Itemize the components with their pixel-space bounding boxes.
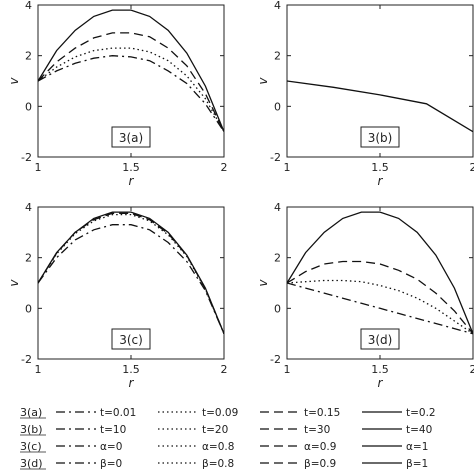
- legend-row-tag: 3(b): [20, 423, 43, 436]
- y-tick-label: 0: [274, 302, 281, 315]
- series-line: [38, 212, 224, 334]
- legend-label: t=0.01: [100, 407, 136, 419]
- panel-label-box: [360, 328, 400, 350]
- x-axis-label: r: [378, 376, 384, 390]
- x-tick-label: 1: [35, 363, 42, 376]
- y-tick-label: 4: [274, 201, 281, 214]
- x-tick-label: 1.5: [371, 161, 389, 174]
- panel-label: 3(a): [119, 131, 143, 145]
- series-line: [38, 9, 224, 132]
- y-tick-label: -2: [21, 353, 32, 366]
- x-tick-label: 2: [470, 363, 474, 376]
- panel-4: 4 2 0 -21 1.5 2 r v 3(d): [256, 201, 474, 390]
- y-tick-label: 4: [25, 201, 32, 214]
- series-line: [287, 282, 473, 335]
- y-axis-label: v: [7, 279, 21, 287]
- series-line: [38, 211, 224, 334]
- series-group: [38, 211, 224, 334]
- legend-label: β=1: [406, 458, 428, 470]
- x-axis-label: r: [378, 174, 384, 188]
- series-line: [38, 224, 224, 334]
- series-line: [38, 47, 224, 133]
- y-tick-label: 4: [25, 0, 32, 12]
- y-tick-label: 2: [274, 252, 281, 265]
- panel-label: 3(d): [368, 333, 393, 347]
- legend-label: β=0.8: [202, 458, 234, 470]
- y-axis-label: v: [256, 279, 270, 287]
- x-tick-label: 1: [284, 363, 291, 376]
- x-tick-label: 1.5: [371, 363, 389, 376]
- y-tick-label: -2: [270, 151, 281, 164]
- series-group: [287, 211, 473, 335]
- panel-label: 3(c): [119, 333, 143, 347]
- legend-row-tag: 3(c): [20, 440, 42, 453]
- series-line: [287, 260, 473, 335]
- series-line: [287, 279, 473, 335]
- x-tick-label: 1: [35, 161, 42, 174]
- panel-1: 4 2 0 -21 1.5 2 r v 3(a): [7, 0, 228, 188]
- series-line: [38, 32, 224, 132]
- legend-row-tag: 3(d): [20, 457, 43, 470]
- panel-3: 4 2 0 -21 1.5 2 r v 3(c): [7, 201, 228, 390]
- x-tick-label: 1.5: [122, 161, 140, 174]
- y-tick-label: -2: [21, 151, 32, 164]
- series-line: [287, 80, 473, 133]
- legend-label: t=0.15: [304, 407, 340, 419]
- panel-2: 4 2 0 -21 1.5 2 r v 3(b): [256, 0, 474, 188]
- y-tick-label: 2: [25, 252, 32, 265]
- legend-label: α=0.8: [202, 441, 234, 453]
- panel-label: 3(b): [368, 131, 393, 145]
- x-tick-label: 2: [221, 363, 228, 376]
- x-tick-label: 1.5: [122, 363, 140, 376]
- legend-label: α=0.9: [304, 441, 336, 453]
- legend-label: t=0.2: [406, 407, 436, 419]
- y-tick-label: -2: [270, 353, 281, 366]
- x-tick-label: 1: [284, 161, 291, 174]
- panel-label-box: [111, 126, 151, 148]
- legend-label: β=0: [100, 458, 122, 470]
- y-axis-label: v: [256, 77, 270, 85]
- series-line: [287, 211, 473, 334]
- legend-label: t=20: [202, 424, 228, 436]
- x-axis-label: r: [129, 174, 135, 188]
- legend-label: t=10: [100, 424, 126, 436]
- legend-label: α=1: [406, 441, 428, 453]
- legend-label: t=40: [406, 424, 432, 436]
- x-tick-label: 2: [221, 161, 228, 174]
- series-group: [287, 80, 473, 133]
- y-tick-label: 0: [25, 100, 32, 113]
- legend-row-tag: 3(a): [20, 406, 42, 419]
- series-line: [38, 55, 224, 133]
- x-axis-label: r: [129, 376, 135, 390]
- panel-label-box: [111, 328, 151, 350]
- legend-label: α=0: [100, 441, 122, 453]
- panel-label-box: [360, 126, 400, 148]
- y-tick-label: 2: [25, 50, 32, 63]
- series-group: [38, 9, 224, 133]
- y-tick-label: 0: [274, 100, 281, 113]
- y-tick-label: 2: [274, 50, 281, 63]
- x-tick-label: 2: [470, 161, 474, 174]
- legend-label: t=0.09: [202, 407, 238, 419]
- y-tick-label: 0: [25, 302, 32, 315]
- y-axis-label: v: [7, 77, 21, 85]
- series-line: [38, 213, 224, 334]
- legend-label: t=30: [304, 424, 330, 436]
- y-tick-label: 4: [274, 0, 281, 12]
- legend: 3(a) t=0.01 t=0.09 t=0.15 t=0.2 3(b) t=10 t=20 t…: [20, 406, 436, 470]
- legend-label: β=0.9: [304, 458, 336, 470]
